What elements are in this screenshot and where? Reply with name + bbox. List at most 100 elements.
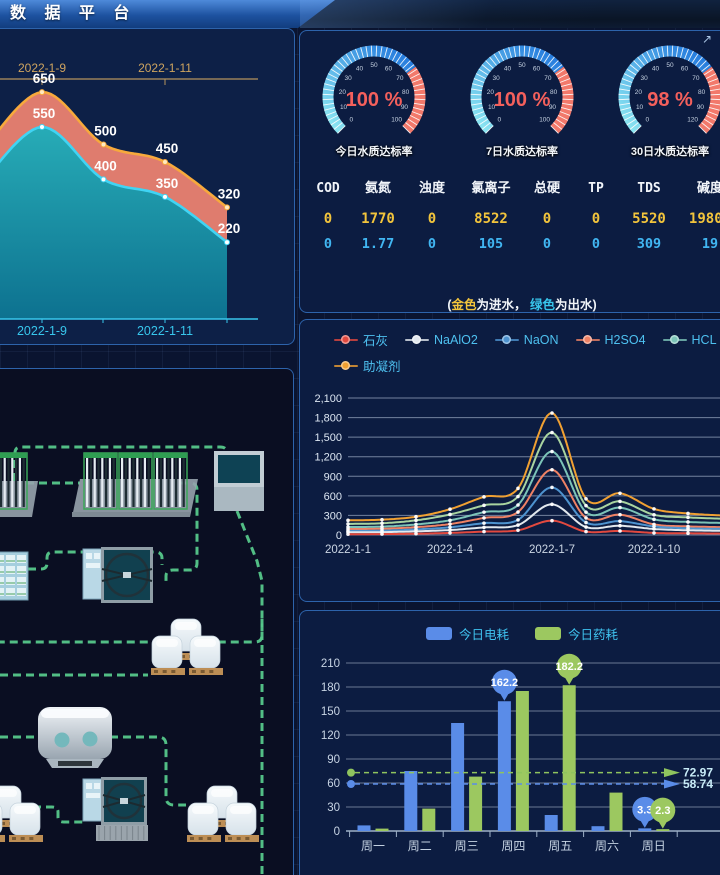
bar-electric[interactable] bbox=[544, 815, 558, 831]
legend-item-助凝剂[interactable]: 助凝剂 bbox=[334, 356, 401, 375]
table-cell: 105 bbox=[478, 236, 504, 253]
svg-text:60: 60 bbox=[327, 778, 340, 790]
clarifier-1 bbox=[82, 547, 153, 603]
svg-text:周一: 周一 bbox=[361, 839, 385, 853]
svg-text:2022-1-7: 2022-1-7 bbox=[529, 544, 575, 556]
gauge-label: 7日水质达标率 bbox=[485, 146, 559, 158]
bar-chemical[interactable] bbox=[422, 808, 436, 831]
svg-text:周三: 周三 bbox=[455, 839, 479, 853]
svg-text:50: 50 bbox=[518, 62, 526, 69]
svg-text:50: 50 bbox=[666, 62, 674, 69]
dosage-legend: 石灰NaAlO2NaONH2SO4HCLNaCLO助凝剂 bbox=[334, 330, 720, 382]
svg-text:2022-1-11: 2022-1-11 bbox=[137, 324, 193, 338]
svg-text:550: 550 bbox=[33, 106, 56, 121]
bar-chemical[interactable] bbox=[469, 776, 483, 831]
clarifier-2 bbox=[82, 777, 148, 841]
legend-item-H2SO4[interactable]: H2SO4 bbox=[575, 330, 646, 349]
svg-text:80: 80 bbox=[550, 89, 558, 96]
svg-text:120: 120 bbox=[321, 730, 340, 742]
legend-item-今日药耗[interactable]: 今日药耗 bbox=[535, 624, 618, 643]
svg-text:20: 20 bbox=[339, 89, 347, 96]
svg-text:60: 60 bbox=[681, 65, 689, 72]
table-cell: 8522 bbox=[474, 211, 508, 228]
svg-text:450: 450 bbox=[156, 141, 179, 156]
legend-item-HCL[interactable]: HCL bbox=[662, 330, 717, 349]
svg-text:650: 650 bbox=[33, 71, 56, 86]
water-quality-table: COD 氨氮 浊度 氯离子 总硬 TP TDS 碱度 0 1770 0 8522 0 0 5520 1980 0… bbox=[304, 181, 720, 252]
expand-icon[interactable]: ↗ bbox=[701, 32, 712, 46]
table-cell: 0 bbox=[591, 211, 601, 228]
svg-text:320: 320 bbox=[218, 186, 241, 201]
facility-3d-map bbox=[0, 445, 264, 874]
legend-item-NaAlO2[interactable]: NaAlO2 bbox=[405, 330, 478, 349]
svg-text:2022-1-1: 2022-1-1 bbox=[325, 544, 371, 556]
svg-text:100 %: 100 % bbox=[494, 89, 551, 111]
bar-electric[interactable] bbox=[404, 771, 418, 831]
legend-label: 助凝剂 bbox=[363, 360, 401, 374]
svg-text:162.2: 162.2 bbox=[491, 677, 519, 689]
svg-text:90: 90 bbox=[327, 754, 340, 766]
bag-stack-3 bbox=[0, 785, 43, 842]
svg-text:10: 10 bbox=[488, 104, 496, 111]
svg-text:50: 50 bbox=[370, 62, 378, 69]
bar-electric[interactable] bbox=[591, 826, 605, 831]
svg-text:80: 80 bbox=[698, 89, 706, 96]
legend-marker bbox=[334, 334, 358, 345]
svg-text:0: 0 bbox=[336, 530, 342, 542]
svg-text:100 %: 100 % bbox=[346, 89, 403, 111]
bar-chemical[interactable] bbox=[609, 792, 623, 831]
svg-text:2,100: 2,100 bbox=[314, 393, 342, 405]
gauge-1: 0 10 20 30 40 50 60 70 80 90 100 100 % 7日水质达标率 bbox=[448, 35, 596, 159]
legend-item-NaON[interactable]: NaON bbox=[494, 330, 559, 349]
inflow-chart-panel: 2022-1-9 2022-1-11 2022-1-9 2022-1-11 650 550… bbox=[0, 28, 295, 345]
table-cell: 19 bbox=[701, 236, 719, 253]
svg-text:1,200: 1,200 bbox=[314, 452, 342, 464]
series-H2SO4 bbox=[348, 468, 720, 530]
legend-item-今日电耗[interactable]: 今日电耗 bbox=[425, 624, 509, 643]
pipe bbox=[28, 550, 164, 571]
series-NaON bbox=[347, 486, 720, 532]
bar-chemical[interactable] bbox=[515, 691, 529, 831]
bar-chemical[interactable] bbox=[375, 828, 389, 831]
gauge-0: 0 10 20 30 40 50 60 70 80 90 100 100 % 今日水质达标率 bbox=[300, 35, 448, 159]
table-cell: 5520 bbox=[632, 211, 666, 228]
table-cell: 1.77 bbox=[361, 236, 395, 253]
bar-electric[interactable] bbox=[451, 723, 465, 831]
bar-chemical[interactable] bbox=[656, 829, 670, 831]
svg-text:90: 90 bbox=[549, 104, 557, 111]
legend-label: NaAlO2 bbox=[434, 332, 478, 347]
svg-text:210: 210 bbox=[321, 658, 340, 670]
dosage-line-chart: 0 300 600 900 1,200 1,500 1,800 2,100 2022-1-1 20… bbox=[314, 393, 720, 556]
svg-text:30: 30 bbox=[492, 75, 500, 82]
bar-electric[interactable] bbox=[357, 825, 371, 831]
hopper-machine bbox=[38, 707, 112, 768]
bar-electric[interactable] bbox=[638, 828, 652, 831]
svg-text:180: 180 bbox=[321, 682, 340, 694]
svg-text:3.3: 3.3 bbox=[637, 804, 652, 816]
svg-text:100: 100 bbox=[391, 117, 402, 124]
pipe bbox=[20, 805, 84, 824]
svg-text:72.97: 72.97 bbox=[683, 766, 713, 780]
legend-item-石灰[interactable]: 石灰 bbox=[334, 330, 388, 349]
svg-text:70: 70 bbox=[692, 75, 700, 82]
svg-text:2022-1-4: 2022-1-4 bbox=[427, 544, 474, 556]
value-balloon: 182.2 bbox=[555, 653, 583, 685]
bar-electric[interactable] bbox=[497, 701, 511, 831]
pipe bbox=[13, 445, 229, 481]
svg-text:900: 900 bbox=[324, 471, 342, 483]
svg-text:周二: 周二 bbox=[408, 839, 432, 853]
svg-text:2022-1-9: 2022-1-9 bbox=[18, 61, 66, 75]
svg-text:60: 60 bbox=[385, 65, 393, 72]
svg-text:0: 0 bbox=[646, 117, 650, 124]
table-cell: COD bbox=[316, 181, 340, 196]
svg-text:98 %: 98 % bbox=[647, 89, 693, 111]
svg-text:80: 80 bbox=[402, 89, 410, 96]
consumption-bar-chart: 0 30 60 90 120 150 180 210 周一 周二 周三 周四 周五 周六 周日 72.9758… bbox=[321, 653, 720, 853]
table-cell: 0 bbox=[542, 211, 552, 228]
table-cell: 0 bbox=[591, 236, 601, 253]
series-石灰 bbox=[348, 519, 720, 536]
bar-chemical[interactable] bbox=[562, 685, 576, 831]
series-NaCLO bbox=[348, 431, 720, 525]
